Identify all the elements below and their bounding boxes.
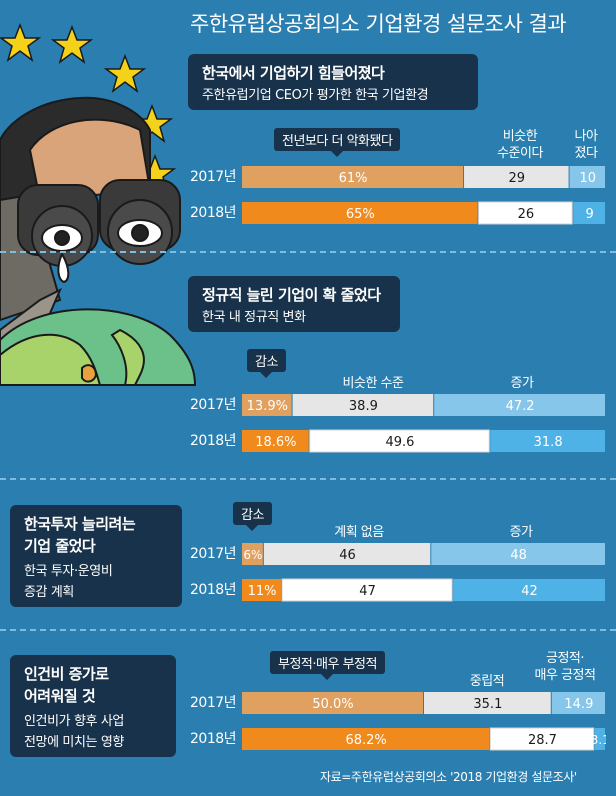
bar-label-2018-series-0: 11%	[248, 584, 277, 599]
section-1-title: 한국에서 기업하기 힘들어졌다	[202, 64, 385, 82]
bar-label-2017-series-2: 47.2	[506, 399, 535, 414]
eu-star-icon	[50, 24, 94, 64]
section-4-header-label-1: 중립적	[469, 674, 505, 689]
section-2-chart: 13.9% 38.9 47.2 18.6% 49.6 31.8	[242, 394, 605, 453]
bar-label-2017-series-0: 6%	[243, 548, 262, 562]
bar-2017-series-2	[569, 166, 605, 188]
bar-2017-series-0	[242, 166, 464, 188]
bar-2017-series-2	[434, 394, 605, 416]
section-4-header-label-2: 긍정적· 매우 긍정적	[534, 651, 596, 683]
section-4-title-line1: 인건비 증가로	[24, 665, 109, 683]
bar-label-2017-series-1: 46	[339, 548, 356, 563]
bar-2018-series-2	[490, 430, 605, 452]
bar-label-2018-series-0: 68.2%	[345, 733, 386, 748]
bar-label-2017-series-1: 38.9	[349, 399, 378, 414]
section-2-header-label-1: 비슷한 수준	[342, 376, 404, 391]
main-title: 주한유럽상공회의소 기업환경 설문조사 결과	[190, 12, 567, 36]
bar-2018-series-1	[309, 429, 490, 453]
section-2-year-2018: 2018년	[190, 433, 237, 449]
bar-2018-series-2	[594, 728, 605, 750]
section-1-year-2017: 2017년	[190, 169, 237, 185]
divider-3	[0, 629, 616, 631]
bar-label-2017-series-2: 14.9	[564, 697, 593, 712]
bar-2017-series-0	[242, 692, 423, 714]
bar-label-2018-series-0: 65%	[346, 207, 375, 222]
section-1-chart: 61% 29 10 65% 26 9	[242, 166, 605, 225]
section-3-header-label-1: 계획 없음	[334, 525, 384, 540]
bar-2017-series-2	[431, 543, 605, 565]
bar-2017-series-1	[263, 543, 431, 565]
section-2-title: 정규직 늘린 기업이 확 줄었다	[202, 286, 381, 304]
bar-label-2018-series-2: 3.1	[591, 733, 606, 747]
section-3-title-line1: 한국투자 늘리려는	[24, 515, 136, 533]
section-2-year-2017: 2017년	[190, 397, 237, 413]
section-1-year-2018: 2018년	[190, 205, 237, 221]
section-3-subtitle-line2: 증감 계획	[24, 585, 74, 600]
bar-2018-series-1	[489, 727, 595, 751]
divider-2	[0, 478, 616, 480]
section-4-year-2017: 2017년	[190, 695, 237, 711]
bar-2018-series-2	[573, 202, 605, 224]
section-4-subtitle-line2: 전망에 미치는 영향	[24, 735, 124, 750]
eu-star-icon	[103, 53, 147, 93]
bar-label-2017-series-2: 10	[580, 171, 597, 186]
bar-2018-series-1	[281, 578, 453, 602]
bar-label-2018-series-1: 47	[359, 584, 376, 599]
bar-label-2018-series-2: 9	[585, 207, 593, 222]
section-2-header-box	[188, 276, 400, 332]
bar-2017-series-2	[551, 692, 605, 714]
bar-2018-series-0	[242, 579, 282, 601]
bar-label-2018-series-1: 49.6	[385, 435, 414, 450]
section-4-year-2018: 2018년	[190, 731, 237, 747]
section-2-header-label-0: 감소	[247, 349, 286, 378]
section-4-header-label-0: 부정적·매우 부정적	[270, 651, 385, 680]
bar-2018-series-0	[242, 728, 490, 750]
section-3-header-label-0: 감소	[233, 502, 272, 531]
section-4-chart: 50.0% 35.1 14.9 68.2% 28.7 3.1	[242, 692, 606, 751]
bar-2018-series-0	[242, 202, 478, 224]
bar-label-2017-series-0: 50.0%	[312, 697, 353, 712]
eu-star-icon	[0, 22, 42, 62]
section-1-header-label-1: 비슷한 수준이다	[497, 129, 543, 161]
bar-2017-series-1	[424, 692, 551, 714]
section-4-subtitle-line1: 인건비가 향후 사업	[24, 714, 124, 729]
section-4-header-box	[10, 655, 176, 757]
bar-2017-series-0	[242, 543, 263, 565]
bar-label-2017-series-0: 13.9%	[247, 399, 288, 414]
section-3-header-label-2: 증가	[509, 525, 533, 540]
section-1-header-label-0: 전년보다 더 악화됐다	[274, 128, 401, 157]
section-2-header-label-2: 증가	[510, 376, 534, 391]
section-2-subtitle: 한국 내 정규직 변화	[202, 310, 306, 325]
section-1-header-box	[188, 54, 478, 110]
bar-label-2018-series-2: 42	[521, 584, 538, 599]
bar-2017-series-1	[292, 394, 434, 416]
bar-label-2017-series-1: 35.1	[473, 697, 502, 712]
section-3-header-box	[10, 505, 182, 607]
bar-2018-series-0	[242, 430, 309, 452]
section-3-year-2018: 2018년	[190, 582, 237, 598]
divider-1	[0, 251, 616, 253]
bar-label-2018-series-1: 28.7	[528, 733, 557, 748]
bar-label-2017-series-0: 61%	[339, 171, 368, 186]
bar-label-2018-series-1: 26	[518, 207, 535, 222]
section-1-subtitle: 주한유럽기업 CEO가 평가한 한국 기업환경	[202, 88, 429, 103]
bar-label-2018-series-2: 31.8	[534, 435, 563, 450]
section-1-header-label-2: 나아 졌다	[574, 129, 598, 161]
section-4-title-line2: 어려워질 것	[24, 687, 96, 705]
section-3-subtitle-line1: 한국 투자·운영비	[24, 564, 113, 579]
section-3-title-line2: 기업 줄었다	[24, 537, 96, 555]
bar-2017-series-0	[242, 394, 292, 416]
bar-2017-series-1	[464, 166, 569, 188]
globe-korea-icon	[0, 308, 197, 386]
bar-label-2017-series-1: 29	[509, 171, 526, 186]
bar-2018-series-1	[478, 201, 573, 225]
bar-2018-series-2	[453, 579, 605, 601]
source-note: 자료=주한유럽상공회의소 '2018 기업환경 설문조사'	[320, 770, 577, 784]
bar-label-2017-series-2: 48	[510, 548, 527, 563]
section-3-year-2017: 2017년	[190, 546, 237, 562]
bar-label-2018-series-0: 18.6%	[255, 435, 296, 450]
section-3-chart: 6% 46 48 11% 47 42	[242, 543, 605, 602]
